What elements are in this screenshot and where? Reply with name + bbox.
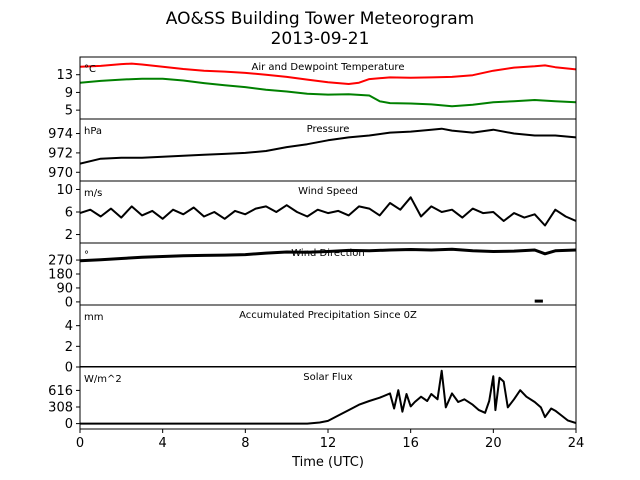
x-tick-label: 12: [320, 436, 337, 451]
wind-speed-title: Wind Speed: [298, 186, 358, 197]
pressure-y-tick-label: 970: [48, 166, 73, 181]
x-tick-label: 0: [76, 436, 84, 451]
solar-flux-title: Solar Flux: [303, 372, 353, 383]
solar-flux-y-tick-label: 616: [48, 384, 73, 399]
temperature-series-line-2: [80, 77, 576, 108]
precipitation-title: Accumulated Precipitation Since 0Z: [239, 310, 417, 321]
x-tick-label: 8: [241, 436, 249, 451]
wind-direction-y-tick-label: 270: [48, 254, 73, 269]
solar-flux-series-line-1: [80, 369, 576, 425]
temperature-y-tick-label: 9: [65, 86, 73, 101]
solar-flux-unit-label: W/m^2: [84, 374, 122, 385]
panel-pressure: 970 972 974 hPa Pressure: [48, 118, 577, 182]
precipitation-unit-label: mm: [84, 312, 103, 323]
pressure-y-tick-label: 974: [48, 127, 73, 142]
x-axis-label: Time (UTC): [291, 455, 364, 470]
panels: 5 9 13 °C Air and Dewpoint Temperature 970 972…: [48, 56, 577, 432]
temperature-series-line-1: [80, 62, 576, 85]
wind-direction-y-tick-label: 0: [65, 295, 73, 310]
temperature-unit-label: °C: [84, 64, 96, 75]
precipitation-y-tick-label: 0: [65, 361, 73, 376]
wind-speed-series-line-1: [80, 196, 576, 227]
wind-direction-unit-label: °: [84, 250, 89, 261]
figure-title: AO&SS Building Tower Meteorogram: [166, 9, 474, 29]
wind-direction-title: Wind Direction: [291, 248, 365, 259]
pressure-unit-label: hPa: [84, 126, 102, 137]
wind-direction-y-tick-label: 180: [48, 268, 73, 283]
precipitation-y-tick-label: 2: [65, 340, 73, 355]
precipitation-y-tick-label: 4: [65, 319, 73, 334]
panel-wind-speed: 2 6 10 m/s Wind Speed: [56, 180, 577, 244]
wind-speed-unit-label: m/s: [84, 188, 102, 199]
wind-speed-y-tick-label: 6: [65, 206, 73, 221]
x-tick-label: 20: [485, 436, 502, 451]
x-tick-label: 24: [568, 436, 585, 451]
panel-temperature: 5 9 13 °C Air and Dewpoint Temperature: [56, 56, 577, 120]
figure-date: 2013-09-21: [271, 29, 370, 49]
temperature-title: Air and Dewpoint Temperature: [252, 62, 405, 73]
wind-direction-series-line-1: [80, 247, 576, 263]
solar-flux-y-tick-label: 0: [65, 417, 73, 432]
x-tick-label: 16: [402, 436, 419, 451]
pressure-y-tick-label: 972: [48, 146, 73, 161]
wind-direction-y-tick-label: 90: [56, 281, 73, 296]
pressure-title: Pressure: [307, 124, 350, 135]
temperature-y-tick-label: 5: [65, 104, 73, 119]
temperature-y-tick-label: 13: [56, 68, 73, 83]
solar-flux-y-tick-label: 308: [48, 401, 73, 416]
wind-speed-y-tick-label: 10: [56, 183, 73, 198]
x-tick-label: 4: [159, 436, 167, 451]
pressure-series-line-1: [80, 127, 576, 165]
x-axis: 0 4 8 12 16 20 24: [76, 429, 584, 451]
wind-speed-y-tick-label: 2: [65, 228, 73, 243]
